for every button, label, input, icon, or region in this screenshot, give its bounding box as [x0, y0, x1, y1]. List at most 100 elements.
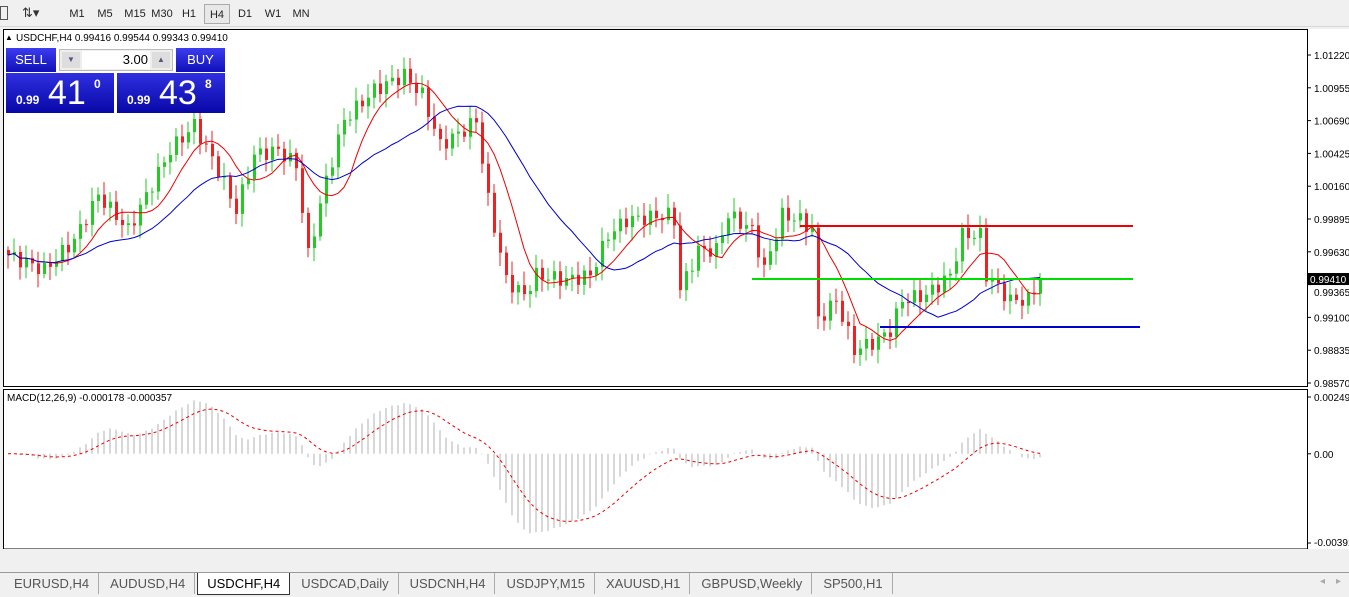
candle-body: [1021, 299, 1024, 306]
candle-body: [247, 179, 250, 185]
candle-body: [757, 225, 760, 258]
candle: [757, 212, 760, 268]
candle: [445, 125, 448, 161]
candle: [181, 124, 184, 157]
candle: [901, 289, 904, 317]
candle: [25, 245, 28, 279]
candle-body: [205, 143, 208, 145]
candle-body: [115, 201, 118, 220]
candle-body: [745, 225, 748, 229]
chart-window[interactable]: ▲ USDCHF,H4 0.99416 0.99544 0.99343 0.994…: [3, 29, 1349, 566]
candle-body: [109, 201, 112, 208]
chart-tab[interactable]: USDCHF,H4: [197, 573, 291, 595]
candle-body: [463, 131, 466, 137]
candle-body: [157, 166, 160, 192]
candle: [559, 261, 562, 300]
candle: [145, 178, 148, 209]
candle: [271, 137, 274, 172]
candle: [121, 208, 124, 238]
candle-body: [55, 261, 58, 267]
candle: [781, 198, 784, 247]
candle-body: [175, 136, 178, 156]
timeframe-mn[interactable]: MN: [292, 8, 310, 20]
text-tool-icon[interactable]: [0, 6, 8, 20]
sell-price[interactable]: 0.99 41 0: [6, 73, 114, 113]
chart-tab[interactable]: GBPUSD,Weekly: [692, 573, 813, 594]
candle: [607, 232, 610, 249]
timeframe-h1[interactable]: H1: [181, 8, 197, 20]
timeframe-m15[interactable]: M15: [124, 8, 146, 20]
timeframe-h4[interactable]: H4: [204, 4, 230, 24]
candle-body: [523, 285, 526, 295]
candle: [103, 182, 106, 216]
candle: [385, 74, 388, 108]
chart-tab[interactable]: AUDUSD,H4: [101, 573, 196, 594]
toolbar: ⇅▾ M1 M5 M15 M30 H1 H4 D1 W1 MN: [0, 0, 1349, 27]
timeframe-m1[interactable]: M1: [69, 8, 85, 20]
candle-body: [973, 237, 976, 239]
timeframe-m5[interactable]: M5: [97, 8, 113, 20]
candle-body: [475, 118, 478, 123]
candle-body: [187, 132, 190, 143]
chart-tab[interactable]: USDCNH,H4: [401, 573, 496, 594]
buy-price[interactable]: 0.99 43 8: [117, 73, 225, 113]
price-tick-label: 1.00955: [1314, 84, 1349, 95]
chart-tab[interactable]: XAUUSD,H1: [597, 573, 691, 594]
candle: [931, 272, 934, 305]
candle: [859, 340, 862, 366]
candle-body: [409, 68, 412, 83]
candle: [955, 247, 958, 282]
lot-size-input[interactable]: 3.00: [82, 51, 150, 69]
chart-tab[interactable]: SP500,H1: [814, 573, 893, 594]
candle-body: [301, 168, 304, 213]
increase-lot-icon[interactable]: ▲: [152, 52, 170, 68]
scroll-left-icon[interactable]: ◂: [1319, 576, 1325, 587]
candle-body: [1009, 294, 1012, 302]
candle-body: [481, 122, 484, 164]
candle-body: [595, 267, 598, 276]
candle: [667, 194, 670, 225]
candle: [487, 152, 490, 206]
candle: [127, 214, 130, 236]
candle-body: [235, 198, 238, 214]
candle-body: [913, 290, 916, 303]
candle: [409, 57, 412, 94]
objects-dropdown-icon[interactable]: ⇅▾: [22, 5, 40, 20]
chart-tab[interactable]: USDJPY,M15: [497, 573, 595, 594]
candle: [43, 252, 46, 279]
candle-body: [373, 83, 376, 98]
candle-body: [433, 116, 436, 129]
chart-tab[interactable]: EURUSD,H4: [5, 573, 100, 594]
decrease-lot-icon[interactable]: ▼: [62, 52, 80, 68]
scroll-right-icon[interactable]: ▸: [1335, 576, 1341, 587]
candle: [337, 124, 340, 179]
timeframe-d1[interactable]: D1: [237, 8, 253, 20]
candle-body: [49, 262, 52, 267]
candle: [61, 237, 64, 272]
chart-tab[interactable]: USDCAD,Daily: [292, 573, 399, 594]
buy-button[interactable]: BUY: [176, 48, 225, 72]
candle-body: [841, 300, 844, 322]
candle: [505, 246, 508, 284]
candle: [355, 87, 358, 134]
candle: [595, 262, 598, 281]
candle-body: [643, 215, 646, 225]
candle-body: [319, 203, 322, 237]
sell-button[interactable]: SELL: [6, 48, 56, 72]
candle-body: [871, 338, 874, 350]
candle: [829, 292, 832, 330]
timeframe-m30[interactable]: M30: [151, 8, 173, 20]
candle-body: [331, 167, 334, 176]
candle-body: [775, 239, 778, 252]
candle-body: [139, 204, 142, 226]
candle-body: [1027, 292, 1030, 306]
candle: [565, 265, 568, 290]
buy-price-fraction: 8: [205, 77, 212, 91]
lot-size-stepper[interactable]: ▼ 3.00 ▲: [59, 49, 173, 71]
candle-body: [751, 225, 754, 227]
candle-body: [487, 163, 490, 193]
candle-body: [169, 155, 172, 163]
candle: [715, 234, 718, 269]
timeframe-w1[interactable]: W1: [264, 8, 282, 20]
candle: [997, 268, 1000, 294]
